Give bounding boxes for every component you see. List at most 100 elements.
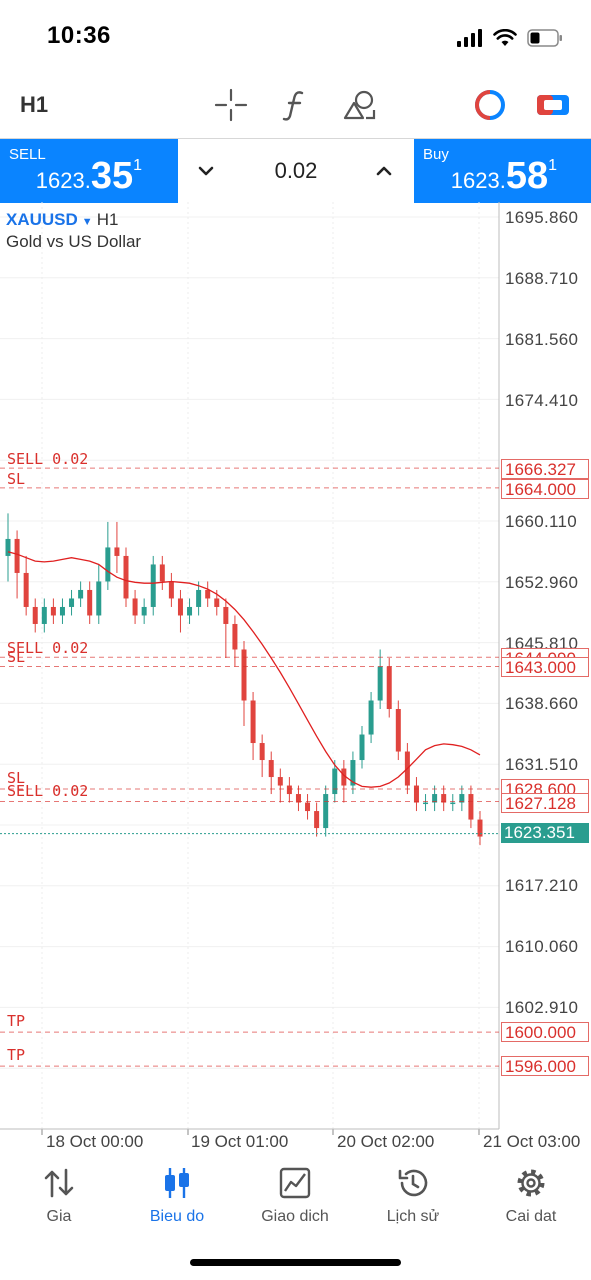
candle-body bbox=[359, 734, 365, 761]
candle-body bbox=[232, 623, 238, 650]
candle bbox=[359, 726, 365, 769]
order-price-tag: 1627.128 bbox=[501, 793, 589, 813]
candle bbox=[305, 794, 311, 820]
symbol-timeframe: H1 bbox=[96, 210, 119, 229]
candle bbox=[87, 581, 93, 624]
candle bbox=[223, 598, 229, 658]
history-clock-icon bbox=[398, 1169, 428, 1197]
candle bbox=[268, 751, 274, 795]
nav-trade-label: Giao dich bbox=[261, 1208, 329, 1225]
candle-body bbox=[413, 785, 419, 803]
cellular-signal-icon bbox=[457, 29, 482, 47]
candle bbox=[123, 547, 129, 607]
symbol-selector[interactable]: XAUUSD ▼ H1 bbox=[6, 210, 118, 230]
buy-button[interactable]: Buy 1623.581 bbox=[414, 139, 591, 203]
y-axis-label: 1602.910 bbox=[505, 998, 579, 1017]
status-icons bbox=[457, 26, 563, 50]
candle bbox=[432, 785, 438, 812]
chevron-up-icon bbox=[376, 166, 392, 176]
nav-settings[interactable]: Cai dat bbox=[472, 1166, 590, 1236]
candle-body bbox=[41, 606, 47, 624]
buy-price-big: 58 bbox=[505, 155, 549, 197]
candle-body bbox=[59, 606, 65, 616]
candle bbox=[23, 555, 29, 616]
nav-settings-label: Cai dat bbox=[505, 1208, 557, 1225]
one-click-trading-button[interactable] bbox=[471, 86, 509, 124]
candle-body bbox=[286, 785, 292, 795]
caret-down-icon: ▼ bbox=[81, 216, 93, 228]
tp-line-label: TP bbox=[7, 1012, 26, 1030]
candle bbox=[241, 640, 247, 727]
nav-trade[interactable]: Giao dich bbox=[236, 1166, 354, 1236]
moving-average-line bbox=[7, 551, 481, 788]
candle-body bbox=[241, 649, 247, 701]
candle-body bbox=[196, 589, 202, 607]
candle-body bbox=[5, 538, 11, 556]
x-axis-label: 19 Oct 01:00 bbox=[191, 1132, 289, 1151]
candle bbox=[5, 513, 11, 582]
price-chart[interactable]: XAUUSD ▼ H1 Gold vs US Dollar SELL 0.02 SL… bbox=[0, 202, 591, 1152]
order-line-label: SELL 0.02 bbox=[7, 450, 89, 468]
crosshair-button[interactable] bbox=[212, 86, 250, 124]
candle bbox=[295, 785, 301, 812]
candle bbox=[159, 555, 165, 590]
candle bbox=[277, 768, 283, 803]
sl-price-tag: 1643.000 bbox=[501, 657, 589, 677]
candle-body bbox=[223, 606, 229, 624]
wifi-icon bbox=[493, 29, 517, 46]
quotes-arrows-icon bbox=[44, 1168, 74, 1198]
candle-body bbox=[150, 564, 156, 607]
sell-button[interactable]: SELL 1623.351 bbox=[0, 139, 178, 203]
status-time: 10:36 bbox=[47, 22, 111, 49]
chart-canvas[interactable] bbox=[0, 202, 591, 1152]
sl-line-label: SL bbox=[7, 470, 26, 488]
candle bbox=[50, 598, 56, 624]
nav-quotes[interactable]: Gia bbox=[0, 1166, 118, 1236]
nav-history-label: Lịch sử bbox=[386, 1208, 440, 1225]
candle-body bbox=[23, 572, 29, 607]
function-icon bbox=[282, 91, 304, 121]
nav-chart-label: Bieu do bbox=[149, 1208, 205, 1225]
y-axis-label: 1610.060 bbox=[505, 937, 579, 956]
nav-history[interactable]: Lịch sử bbox=[354, 1166, 472, 1236]
candle-body bbox=[96, 581, 102, 616]
candle bbox=[477, 811, 483, 846]
candle bbox=[96, 564, 102, 624]
candle bbox=[232, 615, 238, 667]
candle-body bbox=[187, 606, 193, 616]
candle-body bbox=[205, 589, 211, 599]
buy-price-sup: 1 bbox=[548, 157, 557, 174]
candle-body bbox=[168, 581, 174, 599]
candle-body bbox=[159, 564, 165, 582]
candle-body bbox=[141, 606, 147, 616]
candle-body bbox=[50, 606, 56, 616]
candle-body bbox=[332, 768, 338, 795]
y-axis-label: 1695.860 bbox=[505, 208, 579, 227]
timeframe-selector[interactable]: H1 bbox=[20, 92, 49, 117]
candle bbox=[395, 700, 401, 761]
nav-quotes-label: Gia bbox=[46, 1208, 72, 1225]
candle-body bbox=[277, 777, 283, 786]
sl-line-label: SL bbox=[7, 648, 26, 666]
buy-price-main: 1623. bbox=[450, 168, 506, 193]
lot-size-value[interactable]: 0.02 bbox=[274, 158, 318, 183]
candle bbox=[368, 692, 374, 744]
status-bar: 10:36 bbox=[0, 0, 591, 72]
lot-increase-button[interactable] bbox=[372, 159, 396, 183]
candle bbox=[332, 760, 338, 803]
nav-chart[interactable]: Bieu do bbox=[118, 1166, 236, 1236]
candle bbox=[187, 598, 193, 624]
candle bbox=[59, 598, 65, 624]
indicators-button[interactable] bbox=[276, 86, 314, 124]
buy-price: 1623.581 bbox=[451, 155, 557, 198]
candle bbox=[350, 751, 356, 795]
trade-chart-icon bbox=[279, 1167, 311, 1199]
candle bbox=[250, 692, 256, 761]
candle bbox=[14, 530, 20, 599]
lot-size-control: 0.02 bbox=[178, 139, 414, 203]
candle-body bbox=[305, 802, 311, 812]
trade-toggle-button[interactable] bbox=[534, 86, 572, 124]
lot-decrease-button[interactable] bbox=[194, 159, 218, 183]
candle bbox=[114, 521, 120, 573]
objects-button[interactable] bbox=[340, 86, 378, 124]
